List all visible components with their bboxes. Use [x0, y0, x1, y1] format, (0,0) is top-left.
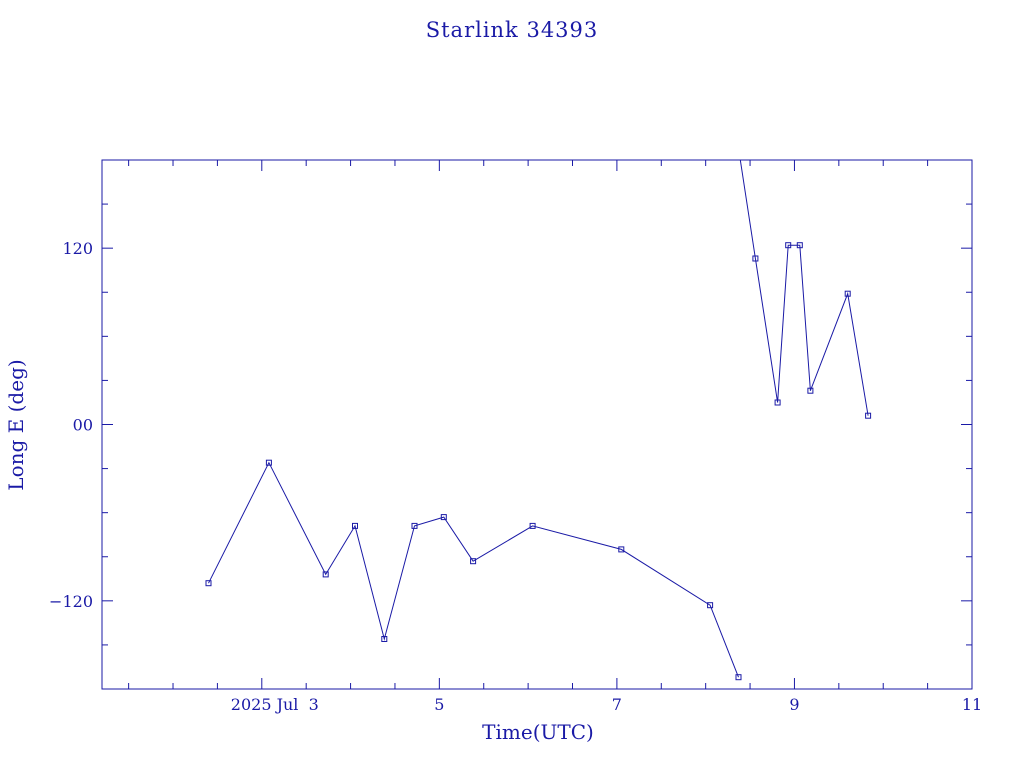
- data-point: [796, 242, 803, 249]
- data-point: [618, 546, 625, 553]
- series-line: [739, 160, 869, 416]
- data-series: [208, 160, 869, 678]
- data-point: [865, 412, 872, 419]
- chart-title: Starlink 34393: [426, 18, 599, 42]
- x-tick-label: 11: [962, 695, 982, 714]
- data-point: [785, 242, 792, 249]
- y-tick-label: −120: [49, 592, 93, 611]
- x-tick-label: 2025 Jul 3: [231, 695, 319, 714]
- x-axis-label: Time(UTC): [482, 720, 594, 744]
- data-point: [470, 558, 477, 565]
- data-point: [381, 636, 388, 642]
- data-point: [265, 459, 272, 466]
- y-tick-label: 120: [62, 239, 93, 258]
- y-axis-label: Long E (deg): [4, 359, 28, 490]
- axis-ticks: [102, 159, 973, 690]
- data-markers: [205, 242, 872, 681]
- data-point: [529, 522, 536, 529]
- tick-labels: 2025 Jul 3 5 7 9 11 120 00 −120: [49, 239, 982, 714]
- data-point: [707, 602, 714, 609]
- data-point: [352, 522, 358, 529]
- data-point: [440, 514, 447, 521]
- data-point: [735, 674, 742, 681]
- x-tick-label: 9: [789, 695, 799, 714]
- x-tick-label: 7: [612, 695, 622, 714]
- data-point: [807, 387, 814, 394]
- data-point: [774, 399, 781, 406]
- data-point: [205, 580, 212, 587]
- data-point: [411, 522, 418, 529]
- data-point: [752, 255, 759, 262]
- data-point: [844, 290, 851, 297]
- data-point: [322, 571, 329, 578]
- series-line: [208, 461, 739, 678]
- x-tick-label: 5: [434, 695, 444, 714]
- y-tick-label: 00: [73, 416, 93, 435]
- plot-frame: [101, 159, 973, 690]
